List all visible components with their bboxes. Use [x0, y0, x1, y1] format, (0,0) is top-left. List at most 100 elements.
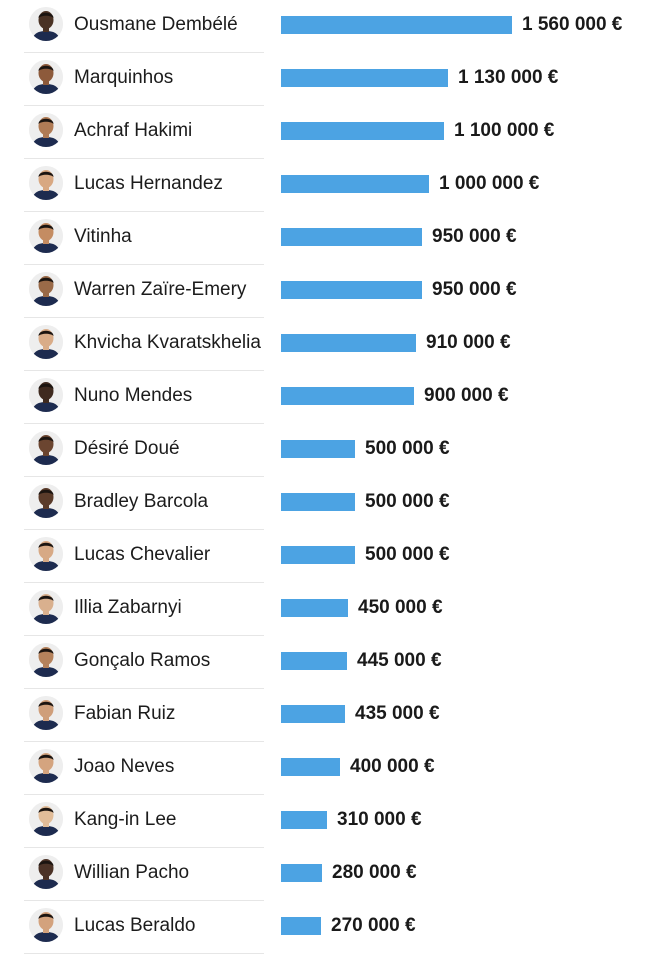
- salary-value-label: 445 000 €: [357, 650, 442, 671]
- player-photo: [29, 696, 63, 730]
- player-photo: [29, 7, 63, 41]
- salary-value-label: 500 000 €: [365, 544, 450, 565]
- row-divider: [24, 688, 264, 689]
- player-photo: [29, 484, 63, 518]
- player-row: Désiré Doué 500 000 €: [0, 424, 658, 477]
- salary-bar: [281, 599, 348, 617]
- salary-value-label: 400 000 €: [350, 756, 435, 777]
- salary-bar: [281, 440, 355, 458]
- salary-value-label: 1 100 000 €: [454, 120, 555, 141]
- salary-bar: [281, 122, 444, 140]
- salary-value-label: 280 000 €: [332, 862, 417, 883]
- salary-bar: [281, 228, 422, 246]
- player-photo: [29, 855, 63, 889]
- player-photo: [29, 113, 63, 147]
- salary-value-label: 1 130 000 €: [458, 67, 559, 88]
- salary-value-label: 270 000 €: [331, 915, 416, 936]
- salary-value-label: 435 000 €: [355, 703, 440, 724]
- player-photo: [29, 272, 63, 306]
- player-photo: [29, 908, 63, 942]
- player-name-label: Illia Zabarnyi: [74, 597, 182, 618]
- player-name-label: Fabian Ruiz: [74, 703, 176, 724]
- salary-bar: [281, 387, 414, 405]
- salary-value-label: 450 000 €: [358, 597, 443, 618]
- salary-value-label: 900 000 €: [424, 385, 509, 406]
- player-row: Willian Pacho 280 000 €: [0, 848, 658, 901]
- player-name-label: Désiré Doué: [74, 438, 180, 459]
- player-row: Khvicha Kvaratskhelia 910 000 €: [0, 318, 658, 371]
- salary-value-label: 310 000 €: [337, 809, 422, 830]
- player-photo: [29, 537, 63, 571]
- salary-bar: [281, 493, 355, 511]
- salary-bar: [281, 69, 448, 87]
- player-photo: [29, 378, 63, 412]
- row-divider: [24, 52, 264, 53]
- player-name-label: Vitinha: [74, 226, 132, 247]
- player-name-label: Achraf Hakimi: [74, 120, 193, 141]
- player-name-label: Willian Pacho: [74, 862, 190, 883]
- player-row: Vitinha 950 000 €: [0, 212, 658, 265]
- row-divider: [24, 741, 264, 742]
- player-photo: [29, 643, 63, 677]
- row-divider: [24, 423, 264, 424]
- player-photo: [29, 431, 63, 465]
- salary-bar: [281, 864, 322, 882]
- player-name-label: Warren Zaïre-Emery: [74, 279, 247, 300]
- player-photo: [29, 802, 63, 836]
- player-name-label: Bradley Barcola: [74, 491, 209, 512]
- salary-bar: [281, 917, 321, 935]
- player-row: Illia Zabarnyi 450 000 €: [0, 583, 658, 636]
- player-row: Marquinhos 1 130 000 €: [0, 53, 658, 106]
- row-divider: [24, 635, 264, 636]
- row-divider: [24, 582, 264, 583]
- player-row: Lucas Beraldo 270 000 €: [0, 901, 658, 954]
- player-row: Fabian Ruiz 435 000 €: [0, 689, 658, 742]
- player-name-label: Khvicha Kvaratskhelia: [74, 332, 261, 353]
- player-photo: [29, 590, 63, 624]
- player-row: Lucas Chevalier 500 000 €: [0, 530, 658, 583]
- player-photo: [29, 325, 63, 359]
- player-row: Kang-in Lee 310 000 €: [0, 795, 658, 848]
- row-divider: [24, 317, 264, 318]
- salary-bar: [281, 705, 345, 723]
- row-divider: [24, 529, 264, 530]
- player-name-label: Joao Neves: [74, 756, 175, 777]
- player-photo: [29, 60, 63, 94]
- salary-value-label: 950 000 €: [432, 226, 517, 247]
- salary-bar: [281, 652, 347, 670]
- row-divider: [24, 476, 264, 477]
- salary-bar: [281, 334, 416, 352]
- salary-value-label: 500 000 €: [365, 491, 450, 512]
- salary-bar: [281, 16, 512, 34]
- player-row: Gonçalo Ramos 445 000 €: [0, 636, 658, 689]
- player-name-label: Lucas Beraldo: [74, 915, 196, 936]
- player-photo: [29, 166, 63, 200]
- player-row: Joao Neves 400 000 €: [0, 742, 658, 795]
- player-row: Ousmane Dembélé 1 560 000 €: [0, 0, 658, 53]
- row-divider: [24, 847, 264, 848]
- row-divider: [24, 900, 264, 901]
- salary-bar: [281, 281, 422, 299]
- salary-value-label: 1 000 000 €: [439, 173, 540, 194]
- player-name-label: Marquinhos: [74, 67, 174, 88]
- player-name-label: Lucas Chevalier: [74, 544, 211, 565]
- row-divider: [24, 264, 264, 265]
- salary-value-label: 1 560 000 €: [522, 14, 623, 35]
- player-name-label: Ousmane Dembélé: [74, 14, 238, 35]
- player-name-label: Kang-in Lee: [74, 809, 177, 830]
- player-row: Bradley Barcola 500 000 €: [0, 477, 658, 530]
- player-name-label: Gonçalo Ramos: [74, 650, 211, 671]
- salary-bar: [281, 811, 327, 829]
- player-photo: [29, 749, 63, 783]
- player-photo: [29, 219, 63, 253]
- player-row: Nuno Mendes 900 000 €: [0, 371, 658, 424]
- player-row: Lucas Hernandez 1 000 000 €: [0, 159, 658, 212]
- row-divider: [24, 794, 264, 795]
- player-name-label: Nuno Mendes: [74, 385, 193, 406]
- salary-value-label: 910 000 €: [426, 332, 511, 353]
- row-divider: [24, 370, 264, 371]
- player-name-label: Lucas Hernandez: [74, 173, 223, 194]
- salary-bar: [281, 175, 429, 193]
- salary-bar: [281, 758, 340, 776]
